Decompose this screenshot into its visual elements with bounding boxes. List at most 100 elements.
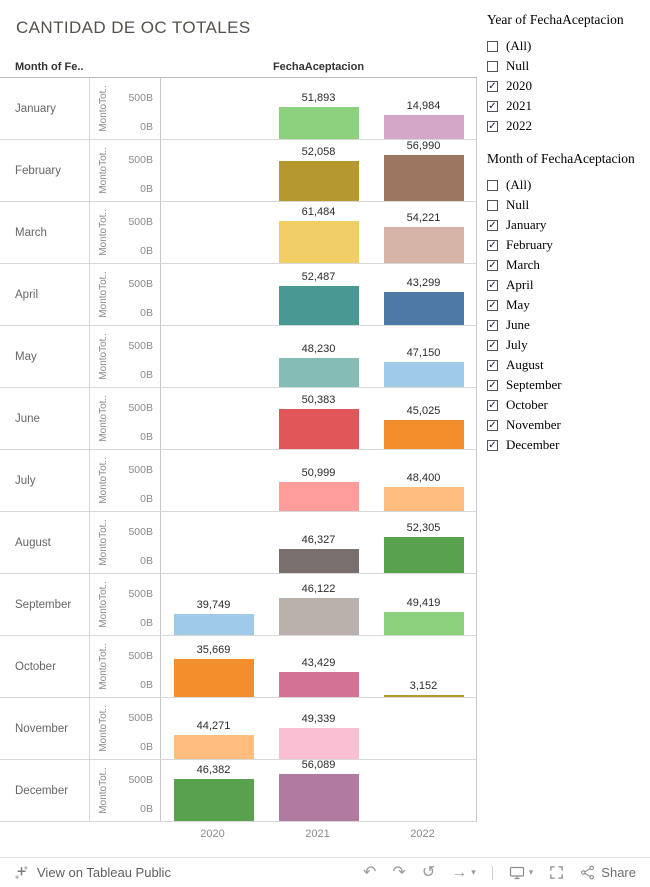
bar-march-2021[interactable]: [278, 221, 359, 263]
filter-item-april[interactable]: ✓ April: [487, 275, 647, 295]
filter-item-october[interactable]: ✓ October: [487, 395, 647, 415]
filter-item-march[interactable]: ✓ March: [487, 255, 647, 275]
bar-april-2021[interactable]: [278, 286, 359, 325]
undo-icon[interactable]: ↶: [363, 863, 377, 881]
bar-april-2022[interactable]: [383, 292, 464, 325]
month-label: September: [0, 574, 90, 635]
checked-checkbox-icon[interactable]: ✓: [487, 339, 498, 351]
reset-icon[interactable]: ↺: [421, 863, 436, 881]
checked-checkbox-icon[interactable]: ✓: [487, 379, 498, 391]
unchecked-checkbox-icon[interactable]: [487, 179, 498, 191]
bar-february-2022[interactable]: [383, 155, 464, 201]
bar-value-label: 61,484: [301, 206, 336, 218]
filter-item-2021[interactable]: ✓ 2021: [487, 96, 647, 116]
bar-july-2022[interactable]: [383, 487, 464, 511]
bar-january-2022[interactable]: [383, 115, 464, 139]
table-row: August MontoTot.. 500B 0B 46,327 52,305: [0, 512, 477, 574]
filter-item-null[interactable]: Null: [487, 56, 647, 76]
playback-caret-icon[interactable]: ▾: [471, 867, 476, 877]
checked-checkbox-icon[interactable]: ✓: [487, 399, 498, 411]
filter-item-august[interactable]: ✓ August: [487, 355, 647, 375]
y-tick-500b: 500B: [128, 216, 153, 228]
plot-area: 61,484 54,221: [160, 202, 477, 263]
y-tick-500b: 500B: [128, 154, 153, 166]
filter-item-may[interactable]: ✓ May: [487, 295, 647, 315]
redo-icon[interactable]: ↷: [392, 863, 406, 881]
y-tick-0b: 0B: [140, 803, 153, 815]
filter-item-label: (All): [506, 38, 532, 53]
y-tick-500b: 500B: [128, 712, 153, 724]
filter-item-november[interactable]: ✓ November: [487, 415, 647, 435]
checked-checkbox-icon[interactable]: ✓: [487, 80, 498, 92]
checked-checkbox-icon[interactable]: ✓: [487, 279, 498, 291]
bar-september-2020[interactable]: [173, 614, 254, 635]
forward-icon[interactable]: →: [451, 863, 468, 881]
filter-item-september[interactable]: ✓ September: [487, 375, 647, 395]
view-on-tableau-public-link[interactable]: View on Tableau Public: [14, 865, 171, 880]
display-icon[interactable]: [509, 865, 525, 881]
y-tick-0b: 0B: [140, 617, 153, 629]
filter-item-december[interactable]: ✓ December: [487, 435, 647, 455]
unchecked-checkbox-icon[interactable]: [487, 60, 498, 72]
bar-june-2022[interactable]: [383, 420, 464, 449]
plot-area: 48,230 47,150: [160, 326, 477, 387]
checked-checkbox-icon[interactable]: ✓: [487, 439, 498, 451]
month-label: July: [0, 450, 90, 511]
filter-item-null[interactable]: Null: [487, 195, 647, 215]
bar-february-2021[interactable]: [278, 161, 359, 201]
bar-value-label: 49,419: [406, 597, 441, 609]
bar-june-2021[interactable]: [278, 409, 359, 449]
fullscreen-icon[interactable]: [549, 865, 564, 880]
bar-may-2021[interactable]: [278, 358, 359, 387]
bar-october-2020[interactable]: [173, 659, 254, 697]
bar-august-2021[interactable]: [278, 549, 359, 573]
bar-december-2020[interactable]: [173, 779, 254, 821]
unchecked-checkbox-icon[interactable]: [487, 40, 498, 52]
filter-item-label: December: [506, 437, 560, 452]
bar-july-2021[interactable]: [278, 482, 359, 511]
x-axis: 2020 2021 2022: [160, 822, 477, 846]
filter-item-all[interactable]: (All): [487, 36, 647, 56]
unchecked-checkbox-icon[interactable]: [487, 199, 498, 211]
filter-item-2020[interactable]: ✓ 2020: [487, 76, 647, 96]
bar-value-label: 48,230: [301, 343, 336, 355]
bar-september-2022[interactable]: [383, 612, 464, 635]
y-axis-ticks: 500B 0B: [117, 512, 160, 573]
bar-january-2021[interactable]: [278, 107, 359, 139]
table-row: October MontoTot.. 500B 0B 35,669 43,429 3,152: [0, 636, 477, 698]
bar-september-2021[interactable]: [278, 598, 359, 635]
checked-checkbox-icon[interactable]: ✓: [487, 359, 498, 371]
bar-august-2022[interactable]: [383, 537, 464, 573]
device-preview-control: ▾: [509, 865, 534, 881]
share-button[interactable]: Share: [580, 865, 636, 880]
bar-november-2020[interactable]: [173, 735, 254, 759]
bar-may-2022[interactable]: [383, 362, 464, 387]
month-label: February: [0, 140, 90, 201]
filter-item-july[interactable]: ✓ July: [487, 335, 647, 355]
checked-checkbox-icon[interactable]: ✓: [487, 259, 498, 271]
y-axis-ticks: 500B 0B: [117, 574, 160, 635]
bar-october-2021[interactable]: [278, 672, 359, 697]
filter-item-2022[interactable]: ✓ 2022: [487, 116, 647, 136]
bar-march-2022[interactable]: [383, 227, 464, 263]
checked-checkbox-icon[interactable]: ✓: [487, 100, 498, 112]
filter-item-january[interactable]: ✓ January: [487, 215, 647, 235]
bar-october-2022[interactable]: [383, 695, 464, 697]
plot-area: 50,999 48,400: [160, 450, 477, 511]
checked-checkbox-icon[interactable]: ✓: [487, 419, 498, 431]
checked-checkbox-icon[interactable]: ✓: [487, 299, 498, 311]
filter-item-all[interactable]: (All): [487, 175, 647, 195]
checked-checkbox-icon[interactable]: ✓: [487, 239, 498, 251]
table-row: March MontoTot.. 500B 0B 61,484 54,221: [0, 202, 477, 264]
bar-november-2021[interactable]: [278, 728, 359, 759]
checked-checkbox-icon[interactable]: ✓: [487, 219, 498, 231]
checked-checkbox-icon[interactable]: ✓: [487, 120, 498, 132]
bar-december-2021[interactable]: [278, 774, 359, 821]
month-filter-items: (All) Null ✓ January ✓ February ✓ March ✓ April ✓ M…: [487, 175, 647, 455]
checked-checkbox-icon[interactable]: ✓: [487, 319, 498, 331]
display-caret-icon[interactable]: ▾: [528, 867, 534, 877]
filter-item-june[interactable]: ✓ June: [487, 315, 647, 335]
filter-item-label: February: [506, 237, 553, 252]
y-axis-title: MontoTot..: [98, 519, 109, 566]
filter-item-february[interactable]: ✓ February: [487, 235, 647, 255]
